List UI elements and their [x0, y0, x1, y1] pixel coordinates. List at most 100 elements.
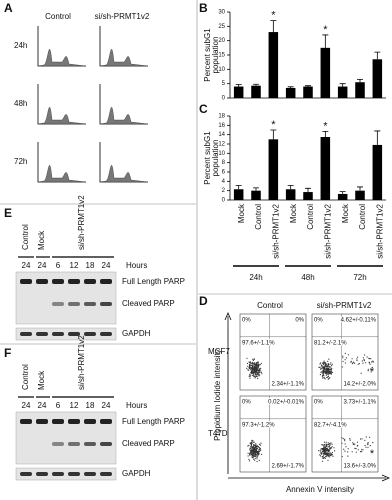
dot: [354, 443, 356, 445]
dot: [356, 358, 358, 360]
band: [100, 442, 112, 446]
dot: [249, 449, 251, 451]
error-bar: [322, 34, 329, 48]
histogram: [37, 107, 87, 125]
bar: [372, 59, 383, 98]
significance-marker: *: [370, 448, 375, 460]
dot: [321, 444, 324, 446]
y-tick-label: 0: [222, 96, 226, 102]
dot: [367, 370, 369, 372]
dot: [347, 455, 349, 457]
dot: [259, 363, 261, 365]
bar: [303, 192, 313, 200]
y-tick-label: 25: [218, 24, 225, 30]
band: [84, 442, 96, 446]
blot-membrane: [15, 467, 117, 481]
bar: [337, 86, 348, 98]
dot: [322, 450, 324, 452]
band-label: Full Length PARP: [122, 277, 185, 286]
x-tick-label: si/sh-PRMT1v2: [271, 203, 280, 258]
dot: [322, 457, 324, 459]
dot: [257, 452, 259, 455]
dot: [247, 369, 249, 371]
dot: [331, 371, 333, 373]
hour-label: 24: [38, 261, 47, 270]
dot: [327, 371, 329, 373]
hour-label: 12: [70, 401, 79, 410]
dot: [249, 377, 251, 379]
dot: [257, 374, 259, 376]
dot: [322, 377, 324, 379]
band: [20, 332, 32, 336]
bar: [337, 193, 348, 200]
dot: [323, 448, 325, 450]
hour-label: 18: [86, 261, 95, 270]
dot: [258, 448, 260, 451]
dot: [367, 442, 369, 445]
quadrant-label: 82.7+/-4.1%: [314, 422, 347, 428]
dot: [253, 444, 255, 446]
dot: [320, 371, 322, 373]
dot: [250, 452, 252, 454]
dot: [342, 355, 344, 357]
dot: [350, 360, 352, 362]
dot: [364, 444, 366, 447]
dot: [256, 453, 258, 456]
dot: [259, 370, 262, 372]
dot: [330, 366, 332, 368]
panel-label: A: [4, 1, 13, 15]
dot: [252, 441, 254, 443]
dot: [325, 456, 327, 458]
dot: [323, 362, 325, 364]
dot: [357, 363, 359, 365]
error-bar: [270, 20, 277, 33]
dot: [259, 368, 261, 370]
dot: [344, 352, 346, 354]
dot: [256, 365, 258, 368]
band-label: GAPDH: [122, 329, 151, 338]
dot: [256, 374, 258, 376]
band: [20, 279, 32, 284]
dot: [341, 455, 343, 458]
dot: [351, 358, 353, 360]
hour-label: 6: [56, 401, 61, 410]
dot: [255, 375, 257, 377]
dot: [372, 360, 374, 362]
dot: [328, 373, 331, 375]
bar: [303, 86, 313, 98]
dot: [365, 436, 367, 438]
x-tick-label: Control: [358, 204, 367, 230]
dot: [257, 371, 259, 373]
hour-label: 6: [56, 261, 61, 270]
band-label: GAPDH: [122, 469, 151, 478]
dot: [328, 377, 330, 380]
dot: [257, 454, 259, 456]
dot: [331, 364, 333, 367]
dot: [257, 377, 259, 380]
dot: [255, 447, 257, 449]
dot: [329, 377, 331, 379]
y-tick-label: 10: [218, 67, 225, 73]
dot: [322, 367, 324, 369]
dot: [258, 443, 261, 445]
y-axis-label: Percent subG1: [203, 28, 212, 82]
dot: [342, 360, 344, 363]
dot: [367, 368, 369, 370]
dot: [252, 440, 254, 442]
histogram: [99, 49, 149, 67]
dot: [247, 445, 249, 447]
dot: [361, 449, 363, 451]
dot: [253, 375, 255, 377]
dot: [325, 366, 327, 368]
dot: [326, 369, 328, 371]
dot: [319, 366, 321, 368]
bar: [285, 189, 296, 200]
dot: [252, 448, 254, 450]
band: [20, 472, 32, 476]
dot: [362, 449, 364, 451]
dot: [254, 455, 256, 457]
dot: [261, 373, 263, 375]
dot: [355, 448, 357, 450]
lane-label: Control: [21, 364, 30, 390]
dot: [345, 357, 347, 359]
